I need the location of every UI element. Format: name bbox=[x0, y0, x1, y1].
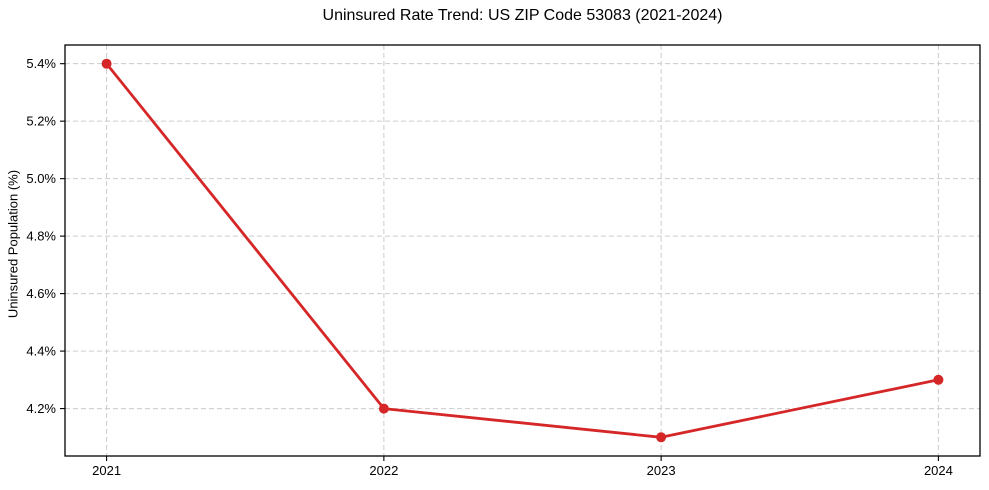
x-tick-label: 2024 bbox=[924, 463, 953, 478]
y-tick-label: 5.4% bbox=[26, 56, 56, 71]
axis-ticks bbox=[60, 63, 939, 461]
data-point-marker bbox=[378, 403, 389, 414]
x-tick-label: 2022 bbox=[369, 463, 398, 478]
y-tick-label: 5.2% bbox=[26, 114, 56, 129]
data-line bbox=[105, 62, 940, 439]
y-tick-label: 4.8% bbox=[26, 229, 56, 244]
y-tick-label: 4.6% bbox=[26, 286, 56, 301]
data-point-marker bbox=[933, 374, 944, 385]
data-point-marker bbox=[656, 432, 667, 443]
data-point-marker bbox=[101, 58, 112, 69]
y-tick-label: 4.2% bbox=[26, 401, 56, 416]
y-tick-label: 5.0% bbox=[26, 171, 56, 186]
chart-title: Uninsured Rate Trend: US ZIP Code 53083 … bbox=[322, 7, 723, 24]
x-tick-label: 2021 bbox=[92, 463, 121, 478]
plot-border bbox=[64, 44, 981, 457]
x-tick-label: 2023 bbox=[647, 463, 676, 478]
gridlines bbox=[65, 45, 980, 456]
plot-area bbox=[65, 45, 980, 456]
y-tick-label: 4.4% bbox=[26, 344, 56, 359]
